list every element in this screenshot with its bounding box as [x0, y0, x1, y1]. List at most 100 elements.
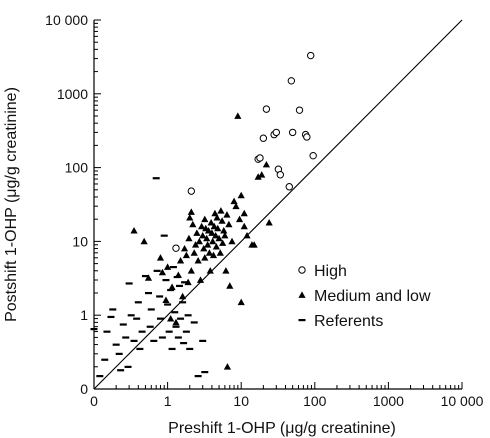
medium-low-point [200, 244, 208, 252]
medium-low-point [180, 244, 189, 252]
referent-point [201, 370, 209, 374]
y-tick-label: 10 000 [45, 12, 88, 28]
medium-low-point [176, 256, 185, 264]
medium-low-point [186, 214, 194, 221]
referent-point [171, 311, 179, 314]
medium-low-point [207, 218, 215, 226]
referent-point [138, 330, 146, 333]
x-tick-label: 10 000 [441, 393, 484, 409]
medium-low-point [206, 267, 214, 274]
medium-low-point [232, 202, 240, 210]
high-point [309, 151, 317, 160]
medium-low-point [223, 211, 231, 218]
referent-point [150, 339, 158, 342]
medium-low-point [162, 296, 170, 304]
y-axis-title: Postshift 1-OHP (μg/g creatinine) [3, 87, 20, 322]
legend-label: Referents [314, 313, 383, 330]
referent-point [103, 330, 111, 333]
medium-low-point [254, 173, 262, 180]
medium-low-point [187, 267, 195, 274]
referent-point [182, 330, 190, 333]
medium-low-point [196, 276, 205, 283]
x-tick-label: 10 [233, 393, 249, 409]
legend-label: Medium and low [314, 288, 431, 305]
referent-point [112, 343, 120, 346]
referent-point [167, 288, 175, 292]
referent-point [177, 317, 185, 320]
x-axis-title: Preshift 1-OHP (μg/g creatinine) [168, 420, 396, 437]
high-point [187, 187, 196, 195]
medium-low-point [250, 241, 258, 248]
legend: High Medium and low Referents [288, 255, 431, 335]
referent-point [162, 278, 170, 282]
referent-point [181, 281, 189, 284]
referent-point [107, 315, 115, 319]
referent-point [173, 275, 181, 279]
medium-low-point [258, 171, 266, 178]
medium-low-point [205, 249, 214, 256]
medium-low-point [184, 278, 192, 286]
medium-low-point [198, 222, 206, 230]
x-tick-label: 0 [90, 393, 98, 409]
referent-point [119, 323, 127, 326]
y-tick-label: 1000 [57, 86, 88, 102]
medium-low-point [156, 254, 165, 261]
referent-point [158, 336, 166, 339]
referent-point [130, 339, 138, 342]
medium-low-point [189, 220, 197, 228]
medium-low-point [191, 241, 200, 248]
referent-point [144, 291, 152, 295]
medium-low-point [265, 218, 273, 226]
referent-point [101, 358, 109, 361]
medium-low-point [226, 282, 234, 289]
identity-line [93, 19, 463, 390]
medium-low-point [201, 215, 209, 223]
medium-low-point [201, 254, 209, 261]
medium-low-point [208, 229, 216, 236]
medium-low-point [204, 227, 213, 234]
medium-low-point [182, 251, 190, 259]
referent-point [194, 375, 202, 378]
referent-point [156, 295, 164, 298]
medium-low-point [167, 314, 175, 322]
medium-low-point [213, 214, 221, 221]
axes: 0 1 10 100 1000 10 000 0 1 10 100 1000 10 000 [45, 12, 483, 409]
referent-point [165, 330, 173, 333]
legend-marker [298, 291, 306, 298]
medium-low-point [216, 249, 224, 256]
high-point [285, 183, 293, 191]
medium-low-point [144, 274, 153, 281]
referent-point [122, 336, 130, 339]
medium-low-point [187, 208, 195, 215]
legend-marker [298, 319, 306, 322]
referent-point [169, 265, 177, 269]
referent-point [175, 284, 183, 288]
medium-low-point [212, 243, 220, 250]
medium-low-point [223, 363, 232, 370]
high-point [303, 133, 311, 141]
referent-point [127, 314, 135, 317]
high-point [287, 77, 296, 85]
medium-low-point [168, 283, 176, 291]
medium-low-point [140, 237, 148, 245]
medium-low-point [164, 263, 172, 270]
referent-point [90, 328, 98, 331]
medium-low-point [243, 231, 251, 239]
medium-low-point [185, 234, 193, 242]
medium-low-point [234, 112, 242, 119]
medium-low-point [221, 231, 229, 239]
referent-point [152, 177, 160, 180]
medium-low-point [262, 160, 271, 168]
x-tick-label: 1000 [373, 393, 404, 409]
referent-point [190, 321, 198, 324]
referent-point [133, 317, 141, 320]
data-points-layer [90, 51, 317, 378]
y-tick-label: 10 [72, 233, 88, 249]
medium-low-point [225, 220, 233, 228]
medium-low-point [220, 227, 228, 234]
medium-low-point [214, 224, 222, 232]
high-point [172, 244, 180, 252]
referent-point [186, 347, 194, 351]
referent-point [115, 352, 123, 355]
